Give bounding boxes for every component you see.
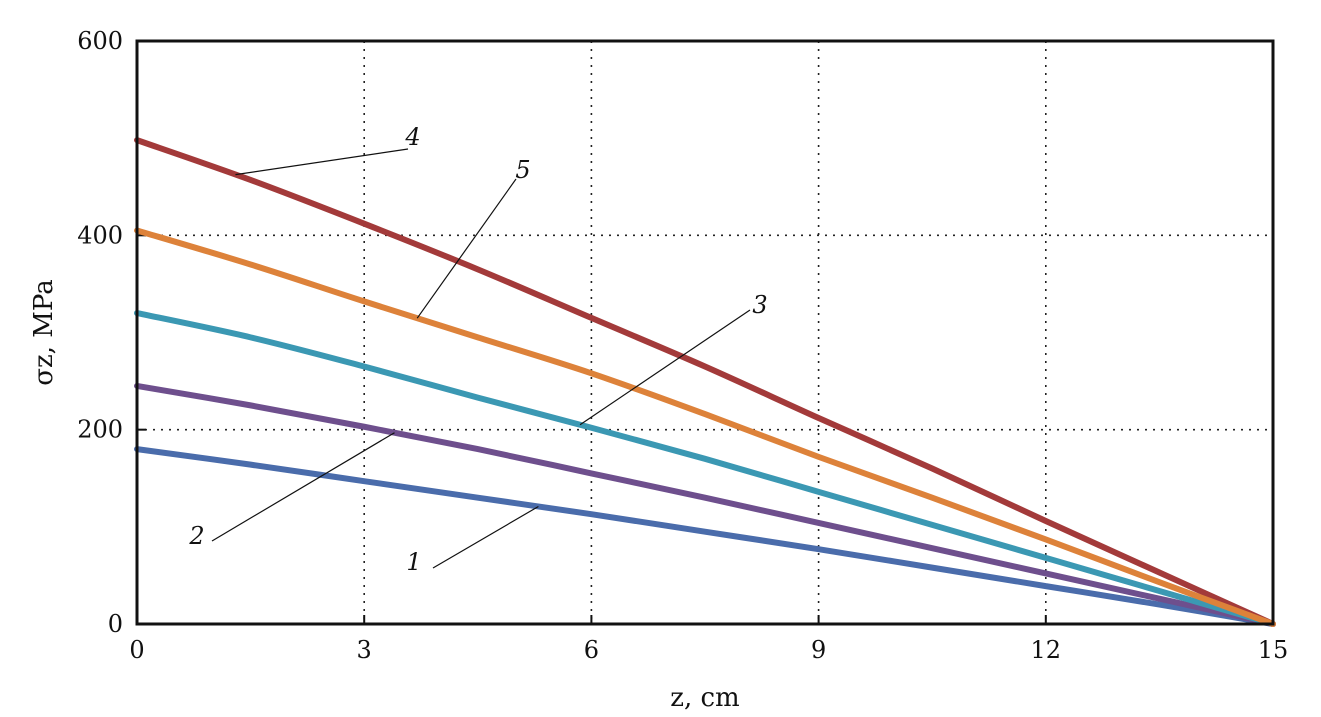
series-line-5 xyxy=(134,227,1276,627)
series-line-1 xyxy=(134,446,1276,627)
y-tick-label-200: 200 xyxy=(77,416,123,444)
x-tick-label-0: 0 xyxy=(129,636,144,664)
y-tick-label-0: 0 xyxy=(108,610,123,638)
x-axis-label: z, cm xyxy=(670,683,739,713)
leader-lines xyxy=(211,148,751,569)
x-tick-label-12: 12 xyxy=(1031,636,1062,664)
series-line-2 xyxy=(134,382,1276,627)
curve-labels: 1 2 3 4 5 xyxy=(188,123,767,576)
series-line-4 xyxy=(134,137,1276,627)
series-line-3 xyxy=(134,310,1276,627)
leader-line-1 xyxy=(432,505,539,569)
leader-line-5 xyxy=(416,178,517,319)
curve-label-5: 5 xyxy=(515,156,530,184)
x-tick-label-9: 9 xyxy=(811,636,826,664)
curve-label-1: 1 xyxy=(406,548,421,576)
x-tick-label-3: 3 xyxy=(357,636,372,664)
curve-label-4: 4 xyxy=(404,123,420,151)
x-tick-label-6: 6 xyxy=(584,636,599,664)
series-layer xyxy=(134,137,1276,627)
leader-line-3 xyxy=(579,309,751,426)
curve-label-3: 3 xyxy=(752,291,767,319)
plot-frame xyxy=(135,39,1275,626)
x-tick-label-15: 15 xyxy=(1258,636,1289,664)
grid xyxy=(136,40,1274,625)
y-axis-label: σz, MPa xyxy=(29,279,59,385)
leader-line-4 xyxy=(235,148,409,176)
curve-label-2: 2 xyxy=(188,522,204,550)
leader-line-2 xyxy=(211,432,395,542)
y-tick-label-400: 400 xyxy=(77,221,123,249)
y-tick-label-600: 600 xyxy=(77,27,123,55)
